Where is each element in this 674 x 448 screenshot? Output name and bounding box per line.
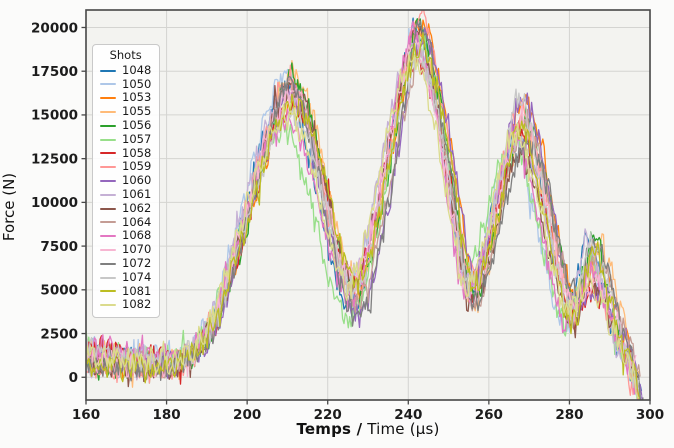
legend-label: 1060 (122, 173, 152, 188)
legend-swatch-1068 (100, 235, 116, 238)
y-tick-label: 5000 (40, 283, 78, 299)
y-tick-label: 2500 (40, 326, 78, 342)
legend-item-1072: 1072 (100, 255, 152, 271)
legend-swatch-1072 (100, 262, 116, 265)
legend-label: 1081 (122, 283, 152, 298)
legend: Shots 1048 1050 1053 1055 1056 1057 1058 1059 10… (92, 44, 161, 319)
legend-item-1081: 1081 (100, 283, 152, 299)
series-group (86, 10, 644, 400)
plot-area (86, 10, 650, 400)
legend-item-1064: 1064 (100, 214, 152, 230)
legend-swatch-1048 (100, 69, 116, 72)
series-line-1082 (86, 54, 640, 399)
legend-swatch-1060 (100, 180, 116, 183)
plot-border (85, 9, 651, 401)
x-tick-label: 220 (314, 407, 342, 423)
legend-label: 1058 (122, 145, 152, 160)
legend-swatch-1082 (100, 304, 116, 307)
legend-swatch-1057 (100, 138, 116, 141)
x-tick-label: 160 (72, 407, 100, 423)
legend-swatch-1053 (100, 97, 116, 100)
legend-swatch-1064 (100, 221, 116, 224)
legend-label: 1072 (122, 255, 152, 270)
legend-swatch-1050 (100, 83, 116, 86)
legend-label: 1050 (122, 76, 152, 91)
legend-label: 1070 (122, 242, 152, 257)
legend-title: Shots (109, 48, 142, 62)
legend-swatch-1059 (100, 166, 116, 169)
legend-item-1048: 1048 (100, 62, 152, 78)
y-tick-label: 0 (69, 370, 78, 386)
legend-item-1070: 1070 (100, 242, 152, 257)
legend-item-1074: 1074 (100, 269, 152, 285)
x-axis-label: Temps / Time (µs) (86, 420, 650, 438)
legend-swatch-1058 (100, 152, 116, 155)
legend-item-1060: 1060 (100, 173, 152, 188)
legend-item-1061: 1061 (100, 186, 152, 202)
legend-swatch-1055 (100, 111, 116, 114)
legend-item-1050: 1050 (100, 76, 152, 92)
x-tick-label: 200 (233, 407, 261, 423)
legend-swatch-1061 (100, 193, 116, 196)
legend-label: 1074 (122, 269, 152, 284)
y-tick-label: 20000 (31, 20, 78, 36)
legend-label: 1048 (122, 62, 152, 77)
legend-label: 1068 (122, 228, 152, 243)
y-tick-label: 7500 (40, 239, 78, 255)
legend-swatch-1074 (100, 276, 116, 279)
legend-item-1056: 1056 (100, 117, 152, 133)
legend-item-1082: 1082 (100, 298, 151, 312)
x-tick-label: 300 (636, 407, 664, 423)
legend-label: 1082 (122, 297, 152, 312)
x-tick-label: 280 (555, 407, 583, 423)
legend-item-1059: 1059 (100, 160, 151, 174)
legend-item-1053: 1053 (100, 91, 151, 105)
y-axis-label: Force (N) (0, 172, 18, 242)
y-tick-label: 12500 (31, 151, 78, 167)
legend-label: 1055 (122, 104, 152, 119)
legend-item-1068: 1068 (100, 229, 151, 243)
y-tick-label: 15000 (31, 108, 78, 124)
legend-label: 1053 (122, 90, 152, 105)
legend-swatch-1070 (100, 249, 116, 252)
legend-item-1058: 1058 (100, 145, 152, 161)
y-tick-label: 10000 (31, 195, 78, 211)
x-tick-label: 180 (152, 407, 180, 423)
x-axis-label-regular: Time (µs) (362, 420, 440, 438)
legend-label: 1062 (122, 200, 152, 215)
legend-item-1062: 1062 (100, 200, 152, 216)
y-tick-label: 17500 (31, 64, 78, 80)
legend-label: 1057 (122, 131, 152, 146)
legend-label: 1061 (122, 186, 152, 201)
legend-item-1057: 1057 (100, 131, 152, 147)
x-tick-label: 260 (475, 407, 503, 423)
x-tick-label: 240 (394, 407, 422, 423)
x-axis-label-bold: Temps / (296, 420, 363, 438)
legend-label: 1056 (122, 117, 152, 132)
legend-swatch-1062 (100, 207, 116, 210)
legend-label: 1059 (122, 159, 152, 174)
legend-label: 1064 (122, 214, 152, 229)
legend-item-1055: 1055 (100, 104, 152, 119)
legend-swatch-1056 (100, 124, 116, 127)
legend-swatch-1081 (100, 290, 116, 293)
